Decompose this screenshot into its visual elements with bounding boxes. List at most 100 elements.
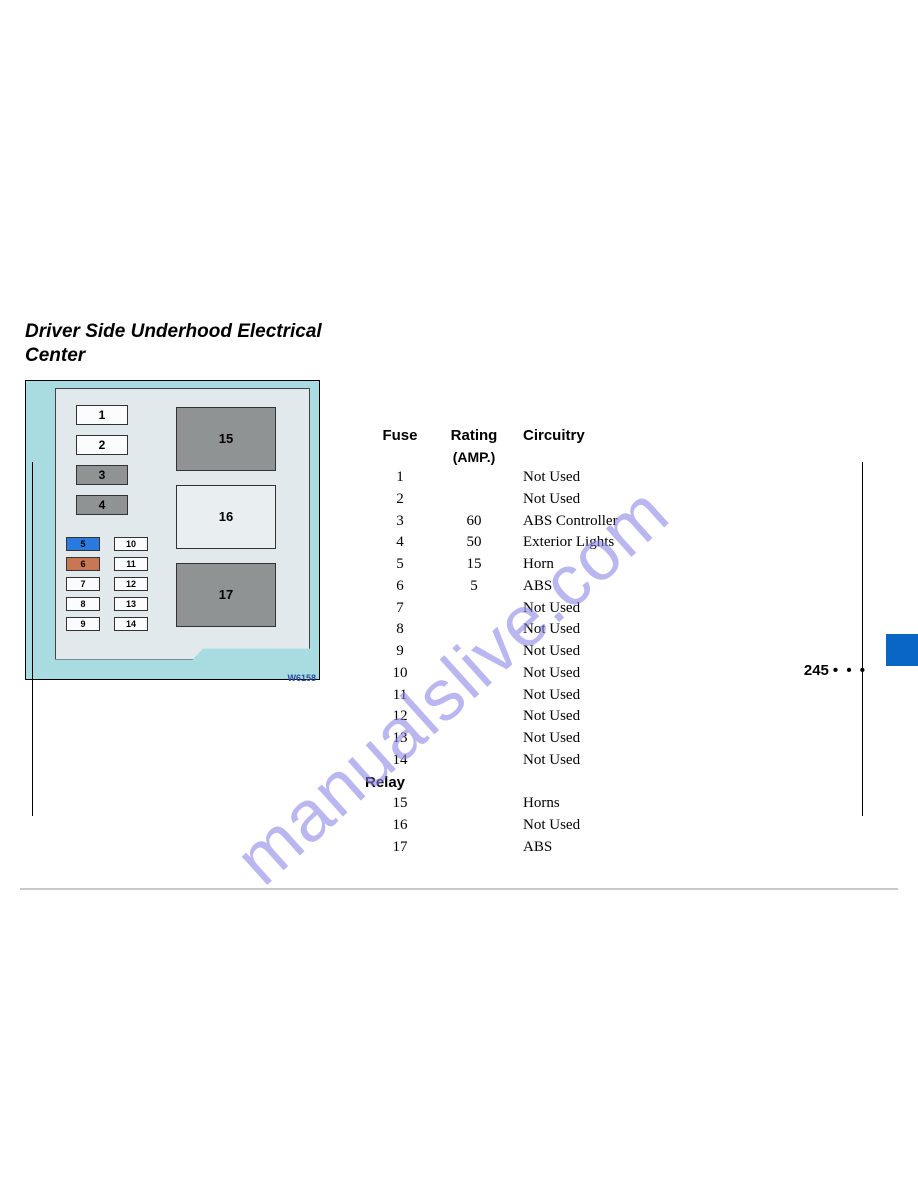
cell-rating [435,706,513,728]
cell-fuse: 12 [365,706,435,728]
table-row: 2 Not Used [365,489,725,511]
cell-fuse: 2 [365,489,435,511]
section-title: Driver Side Underhood Electrical Center [25,320,345,368]
table-row: 17 ABS [365,837,725,859]
cell-circuitry: ABS [513,576,725,598]
header-rating-sub: (AMP.) [435,447,513,467]
header-rating: Rating (AMP.) [435,425,513,467]
margin-line-left [32,462,33,816]
fusebox-outline: 1234567891011121314151617 [55,388,310,660]
cell-circuitry: Not Used [513,641,725,663]
table-header-row: Fuse Rating (AMP.) Circuitry [365,425,725,467]
fuse-slot-small: 5 [66,537,100,551]
table-row: 9 Not Used [365,641,725,663]
diagram-code-label: W6158 [287,673,316,683]
cell-rating [435,815,513,837]
cell-rating [435,641,513,663]
relay-header: Relay [365,772,405,794]
cell-circuitry: Horns [513,793,725,815]
page-number-value: 245 [804,662,829,679]
table-row: 11 Not Used [365,685,725,707]
fuse-slot-small: 7 [66,577,100,591]
table-row: 14 Not Used [365,750,725,772]
section-tab-marker [886,634,918,666]
cell-fuse: 14 [365,750,435,772]
cell-circuitry: Not Used [513,706,725,728]
cell-rating: 5 [435,576,513,598]
cell-rating: 60 [435,511,513,533]
cell-fuse: 3 [365,511,435,533]
fuse-table: Fuse Rating (AMP.) Circuitry 1Not Used2 N… [365,425,725,859]
table-row: 7 Not Used [365,598,725,620]
cell-fuse: 4 [365,532,435,554]
cell-circuitry: Not Used [513,815,725,837]
cell-circuitry: Not Used [513,750,725,772]
table-row: 1Not Used [365,467,725,489]
table-row: 15 Horns [365,793,725,815]
fuse-slot: 4 [76,495,128,515]
cell-fuse: 9 [365,641,435,663]
cell-rating [435,619,513,641]
fuse-slot-small: 11 [114,557,148,571]
cell-fuse: 5 [365,554,435,576]
cell-rating [435,663,513,685]
cell-rating [435,685,513,707]
cell-fuse: 11 [365,685,435,707]
fusebox-diagram: 1234567891011121314151617 W6158 [25,380,320,685]
cell-rating [435,750,513,772]
manual-page: Driver Side Underhood Electrical Center … [25,320,895,685]
fuse-slot: 3 [76,465,128,485]
footer-rule [20,888,898,890]
cell-fuse: 6 [365,576,435,598]
relay-slot: 15 [176,407,276,471]
table-row: 16 Not Used [365,815,725,837]
page-number: 245• • • [804,662,867,679]
header-circuitry: Circuitry [513,425,725,467]
fuse-slot-small: 10 [114,537,148,551]
fuse-slot-small: 14 [114,617,148,631]
fuse-slot-small: 6 [66,557,100,571]
cell-circuitry: Not Used [513,663,725,685]
cell-circuitry: Not Used [513,598,725,620]
cell-rating [435,489,513,511]
fuse-slot: 2 [76,435,128,455]
relay-slot: 17 [176,563,276,627]
table-row: 12 Not Used [365,706,725,728]
cell-fuse: 17 [365,837,435,859]
fuse-slot-small: 12 [114,577,148,591]
cell-rating: 50 [435,532,513,554]
relay-slot: 16 [176,485,276,549]
fuse-slot: 1 [76,405,128,425]
table-row: 10 Not Used [365,663,725,685]
cell-circuitry: Exterior Lights [513,532,725,554]
fuse-slot-small: 13 [114,597,148,611]
fuse-slot-small: 8 [66,597,100,611]
header-fuse: Fuse [365,425,435,467]
table-row: 515Horn [365,554,725,576]
cell-fuse: 8 [365,619,435,641]
cell-circuitry: Not Used [513,685,725,707]
table-row: 450Exterior Lights [365,532,725,554]
cell-rating [435,793,513,815]
cell-circuitry: Not Used [513,489,725,511]
table-row: 65ABS [365,576,725,598]
cell-rating [435,837,513,859]
cell-circuitry: ABS Controller [513,511,725,533]
cell-circuitry: Horn [513,554,725,576]
cell-fuse: 10 [365,663,435,685]
cell-rating [435,598,513,620]
cell-rating [435,728,513,750]
cell-circuitry: Not Used [513,619,725,641]
table-row: 360ABS Controller [365,511,725,533]
cell-rating [435,467,513,489]
cell-fuse: 13 [365,728,435,750]
cell-fuse: 7 [365,598,435,620]
margin-line-right [862,462,863,816]
cell-fuse: 15 [365,793,435,815]
table-row: 13Not Used [365,728,725,750]
relay-header-row: Relay [365,772,725,794]
cell-circuitry: ABS [513,837,725,859]
cell-fuse: 16 [365,815,435,837]
table-row: 8 Not Used [365,619,725,641]
header-rating-text: Rating [451,427,498,444]
